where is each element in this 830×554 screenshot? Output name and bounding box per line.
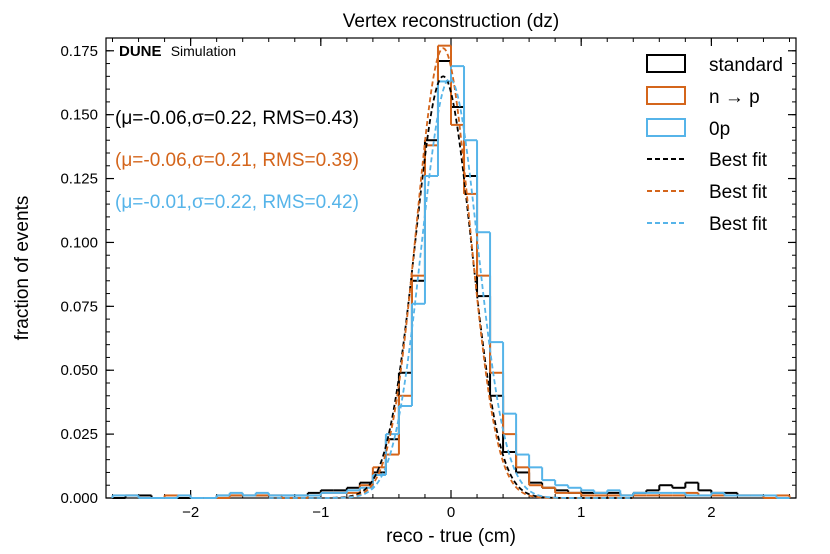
dune-simulation-label: DUNE Simulation: [119, 43, 236, 60]
annotation-0p: (μ=-0.01,σ=0.22, RMS=0.42): [115, 192, 359, 213]
y-tick-label: 0.150: [60, 107, 98, 124]
legend-label-fit-0p: Best fit: [709, 214, 768, 235]
histogram-2: [111, 65, 790, 499]
x-axis-label: reco - true (cm): [386, 526, 516, 547]
legend-label-standard: standard: [709, 55, 783, 76]
legend-label-0p: 0p: [709, 119, 730, 140]
y-tick-label: 0.125: [60, 171, 98, 188]
fit-curve-5: [268, 77, 634, 499]
legend-label-fit-n-to-p: Best fit: [709, 182, 768, 203]
svg-text:DUNE Simulation: DUNE Simulation: [119, 43, 236, 60]
legend-label-n-to-p: n → p: [709, 87, 760, 108]
chart-title: Vertex reconstruction (dz): [343, 11, 559, 32]
y-tick-label: 0.075: [60, 298, 98, 315]
x-axis: −2 −1 0 1 2: [112, 38, 790, 521]
x-tick-label: 0: [447, 504, 455, 521]
x-tick-label: 1: [577, 504, 585, 521]
y-tick-label: 0.025: [60, 426, 98, 443]
legend-swatch-n-to-p: [646, 86, 686, 105]
fit-curve-3: [268, 75, 634, 499]
y-tick-label: 0.175: [60, 43, 98, 60]
y-axis-label: fraction of events: [12, 196, 33, 341]
fit-annotations: (μ=-0.06,σ=0.22, RMS=0.43) (μ=-0.06,σ=0.…: [115, 108, 359, 213]
y-tick-label: 0.050: [60, 362, 98, 379]
series-layer: [111, 44, 791, 499]
annotation-standard: (μ=-0.06,σ=0.22, RMS=0.43): [115, 108, 359, 129]
y-tick-label: 0.100: [60, 234, 98, 251]
x-tick-label: 2: [707, 504, 715, 521]
legend-swatch-0p: [646, 118, 686, 137]
watermark-bold: DUNE: [119, 43, 162, 60]
legend: standard n → p 0p Best fit Best fit Best…: [646, 54, 783, 235]
y-axis: 0.000 0.025 0.050 0.075 0.100 0.125 0.150 0.175: [60, 37, 796, 507]
x-tick-label: −2: [182, 504, 199, 521]
watermark-normal: Simulation: [171, 43, 236, 59]
legend-swatch-standard: [646, 54, 686, 73]
annotation-n-to-p: (μ=-0.06,σ=0.21, RMS=0.39): [115, 150, 359, 171]
x-tick-label: −1: [312, 504, 329, 521]
legend-label-fit-standard: Best fit: [709, 150, 768, 171]
y-tick-label: 0.000: [60, 490, 98, 507]
